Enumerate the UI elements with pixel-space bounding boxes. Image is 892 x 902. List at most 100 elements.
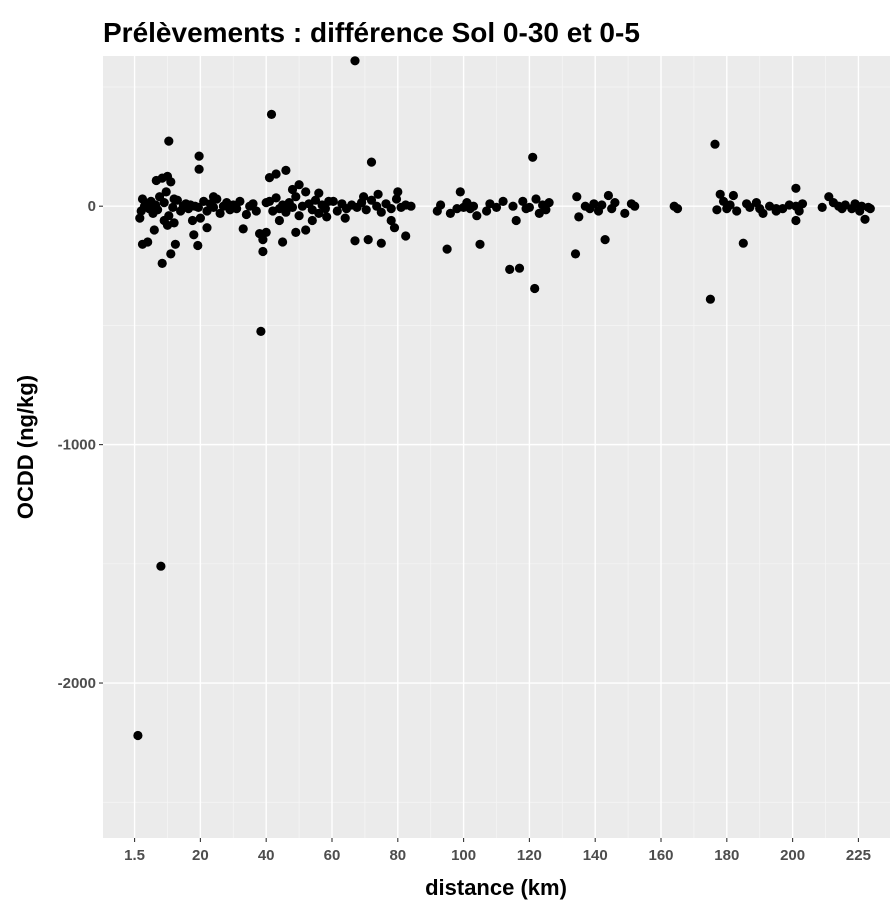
x-tick-label: 20 bbox=[192, 847, 209, 864]
data-point bbox=[386, 204, 396, 214]
data-point bbox=[589, 199, 599, 209]
data-point bbox=[307, 215, 317, 226]
y-axis: -2000 -1000 0 bbox=[58, 198, 103, 692]
data-point bbox=[366, 195, 377, 205]
data-point bbox=[266, 109, 277, 119]
data-point bbox=[491, 202, 502, 212]
data-point bbox=[572, 192, 582, 202]
data-point bbox=[350, 56, 360, 66]
data-point bbox=[472, 211, 482, 221]
data-point bbox=[291, 192, 301, 202]
data-point bbox=[518, 196, 528, 206]
data-point bbox=[143, 237, 153, 247]
x-tick-label: 140 bbox=[583, 847, 608, 864]
data-point bbox=[287, 184, 298, 195]
data-point bbox=[281, 165, 291, 175]
data-point bbox=[791, 183, 801, 193]
data-point bbox=[797, 199, 808, 209]
data-point bbox=[156, 561, 166, 571]
data-point bbox=[332, 206, 342, 216]
data-point bbox=[251, 206, 261, 216]
x-tick-label: 160 bbox=[648, 847, 673, 864]
data-point bbox=[505, 264, 515, 274]
x-tick-label: 180 bbox=[714, 847, 739, 864]
data-point bbox=[597, 200, 607, 210]
data-point bbox=[630, 201, 640, 211]
data-point bbox=[232, 204, 242, 214]
data-point bbox=[159, 215, 169, 226]
data-point bbox=[314, 188, 324, 198]
y-tick-label: -2000 bbox=[58, 675, 96, 692]
data-point bbox=[710, 139, 720, 149]
x-tick-label: 200 bbox=[780, 847, 805, 864]
x-tick-label: 40 bbox=[258, 847, 275, 864]
data-point bbox=[386, 215, 396, 226]
data-point bbox=[235, 196, 245, 206]
y-tick-label: -1000 bbox=[58, 437, 96, 454]
data-point bbox=[159, 198, 169, 208]
data-point bbox=[274, 215, 284, 226]
data-point bbox=[541, 205, 551, 215]
data-point bbox=[193, 240, 203, 251]
data-point bbox=[794, 206, 804, 216]
data-point bbox=[475, 239, 485, 249]
data-point bbox=[755, 204, 765, 214]
data-point bbox=[511, 215, 521, 226]
x-tick-label: 1.5 bbox=[124, 847, 145, 864]
data-point bbox=[166, 177, 176, 187]
data-point bbox=[161, 187, 171, 197]
data-point bbox=[771, 204, 781, 214]
data-point bbox=[442, 244, 452, 254]
data-point bbox=[376, 238, 386, 248]
x-tick-label: 225 bbox=[846, 847, 871, 864]
data-point bbox=[376, 207, 386, 217]
data-point bbox=[248, 199, 258, 209]
data-point bbox=[256, 326, 266, 336]
data-point bbox=[170, 239, 180, 249]
x-tick-label: 60 bbox=[324, 847, 341, 864]
data-point bbox=[320, 204, 330, 214]
data-point bbox=[258, 235, 268, 245]
data-point bbox=[151, 175, 161, 186]
data-point bbox=[135, 213, 145, 223]
chart-title: Prélèvements : différence Sol 0-30 et 0-… bbox=[103, 17, 640, 48]
data-point bbox=[524, 202, 535, 212]
data-point bbox=[187, 215, 198, 226]
data-point bbox=[528, 152, 538, 162]
data-point bbox=[271, 169, 281, 179]
data-point bbox=[574, 212, 584, 222]
data-point bbox=[314, 208, 324, 218]
data-point bbox=[301, 225, 311, 235]
data-point bbox=[455, 187, 465, 197]
data-point bbox=[544, 198, 554, 208]
data-point bbox=[202, 223, 212, 233]
data-point bbox=[468, 201, 479, 211]
data-point bbox=[393, 187, 403, 197]
data-point bbox=[508, 201, 518, 211]
data-point bbox=[322, 212, 332, 222]
data-points bbox=[133, 56, 875, 741]
data-point bbox=[291, 227, 301, 237]
y-tick-label: 0 bbox=[88, 198, 96, 215]
data-point bbox=[672, 204, 683, 214]
data-point bbox=[294, 180, 304, 190]
data-point bbox=[340, 213, 350, 223]
data-point bbox=[600, 235, 610, 245]
data-point bbox=[366, 157, 377, 167]
data-point bbox=[705, 294, 716, 304]
data-point bbox=[169, 218, 179, 228]
data-point bbox=[620, 208, 630, 218]
data-point bbox=[137, 194, 148, 204]
data-point bbox=[310, 195, 321, 205]
data-point bbox=[452, 204, 462, 214]
data-point bbox=[860, 214, 870, 224]
data-point bbox=[817, 202, 827, 212]
data-point bbox=[215, 208, 225, 218]
data-point bbox=[241, 209, 251, 220]
data-point bbox=[603, 190, 614, 201]
data-point bbox=[391, 194, 402, 204]
data-point bbox=[715, 189, 725, 199]
data-point bbox=[570, 249, 581, 259]
x-tick-label: 120 bbox=[517, 847, 542, 864]
